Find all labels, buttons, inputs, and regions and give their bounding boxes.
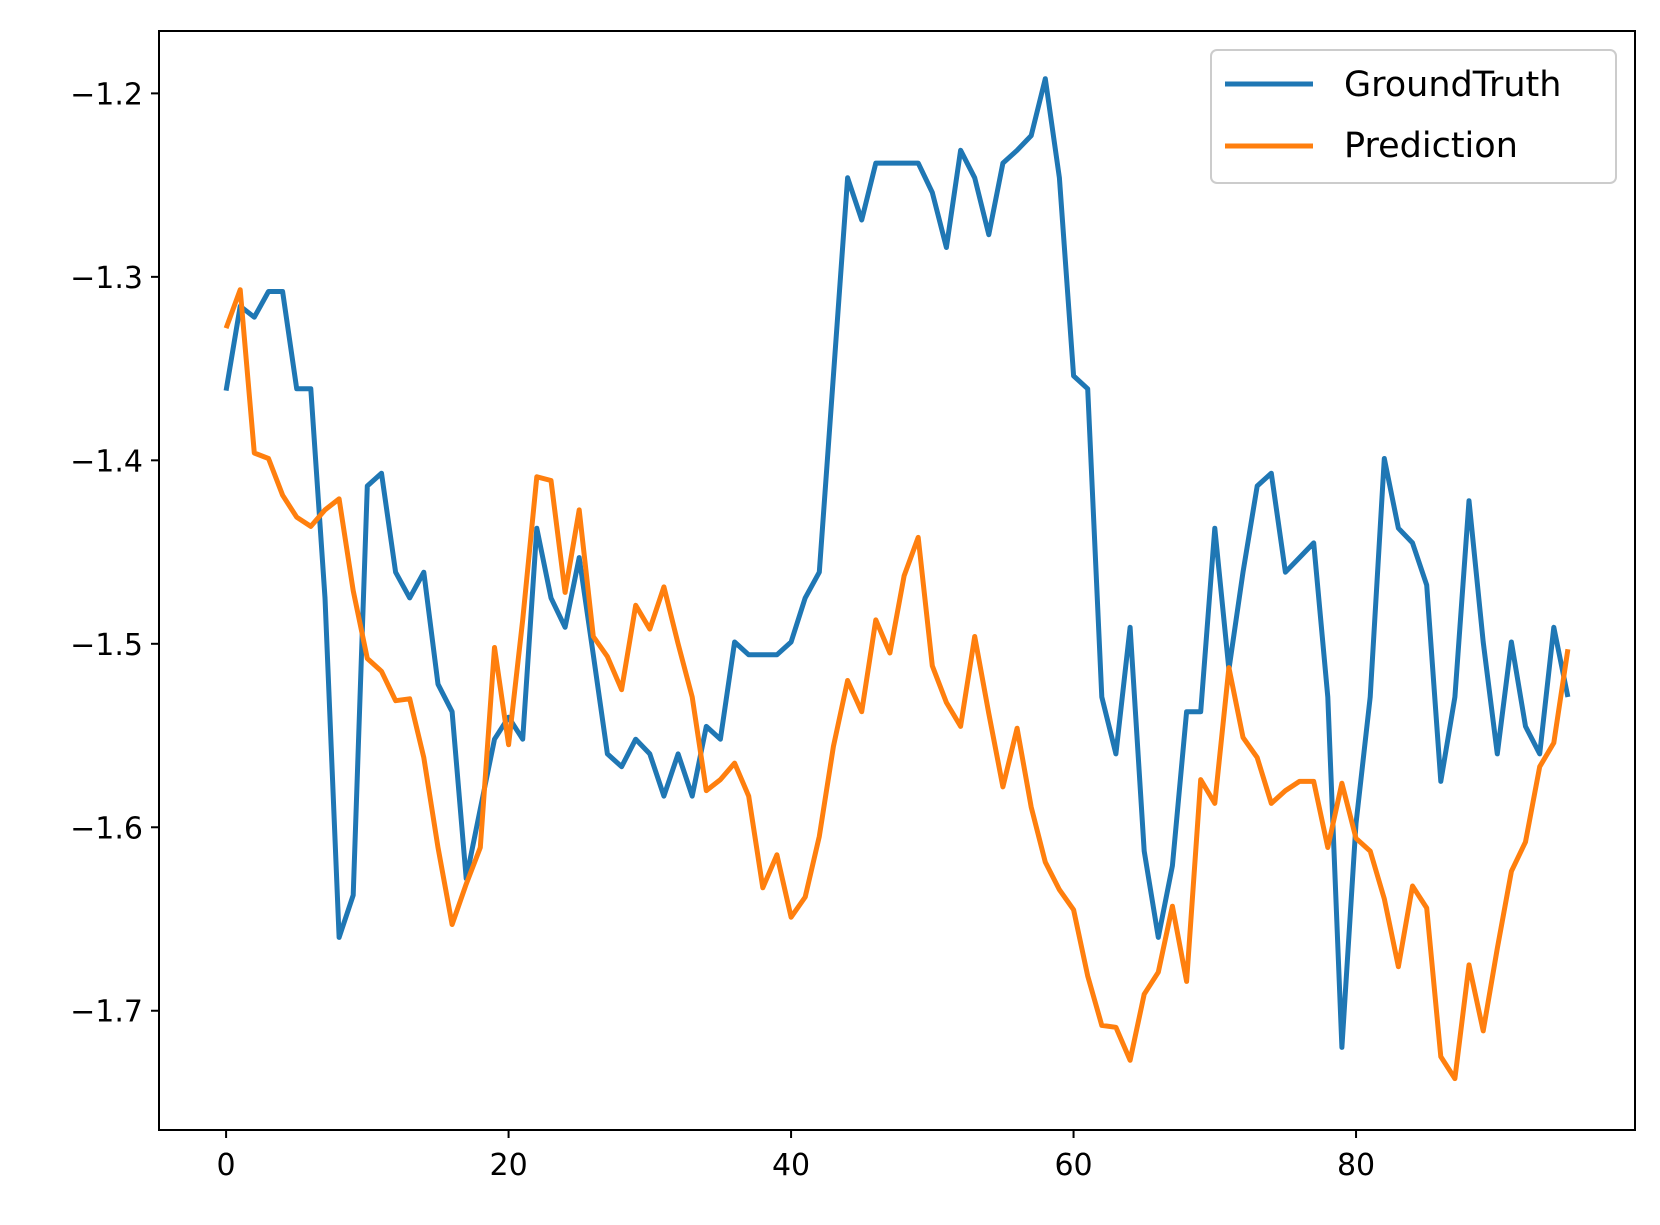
plot-frame (158, 30, 1636, 1131)
legend: GroundTruth Prediction (1210, 49, 1617, 184)
x-axis: 0 20 40 60 80 (217, 1130, 1375, 1183)
x-tick-label: 0 (217, 1148, 236, 1183)
series-line-prediction (223, 287, 1571, 1082)
x-tick-label: 40 (772, 1148, 810, 1183)
series-line-groundtruth (223, 76, 1571, 1050)
legend-label-groundtruth: GroundTruth (1344, 65, 1561, 105)
x-tick-label: 20 (489, 1148, 527, 1183)
y-tick-label: −1.3 (70, 261, 143, 296)
x-tick-label: 60 (1054, 1148, 1092, 1183)
x-tick-label: 80 (1337, 1148, 1375, 1183)
y-tick-label: −1.7 (70, 995, 143, 1030)
y-tick-label: −1.5 (70, 628, 143, 663)
y-tick-label: −1.2 (70, 77, 143, 112)
y-tick-label: −1.6 (70, 811, 143, 846)
series-layer (223, 76, 1571, 1082)
y-axis: −1.2 −1.3 −1.4 −1.5 −1.6 −1.7 (70, 77, 159, 1030)
legend-label-prediction: Prediction (1344, 126, 1518, 166)
y-tick-label: −1.4 (70, 444, 143, 479)
